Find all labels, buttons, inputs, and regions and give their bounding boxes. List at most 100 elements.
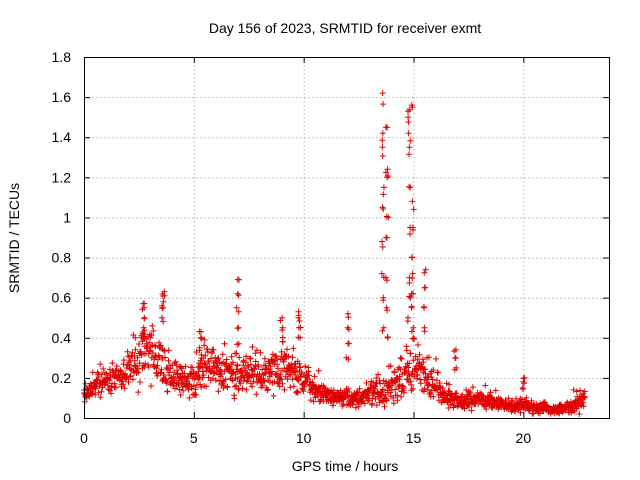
data-point <box>311 373 318 380</box>
data-point <box>125 379 132 385</box>
y-tick-label: 0.6 <box>52 290 72 306</box>
x-tick-label: 0 <box>80 430 88 446</box>
data-point <box>414 356 421 363</box>
data-point <box>180 387 187 394</box>
data-point <box>378 270 385 277</box>
data-point <box>255 363 262 370</box>
y-axis-label: SRMTID / TECUs <box>6 183 22 293</box>
data-point <box>398 393 404 400</box>
data-point <box>421 388 427 395</box>
data-point <box>253 347 260 354</box>
data-point <box>315 367 322 374</box>
data-point <box>156 353 163 360</box>
data-point <box>420 303 427 310</box>
data-point <box>249 344 256 350</box>
data-point <box>98 388 105 395</box>
data-point <box>158 369 165 376</box>
data-point <box>266 360 273 367</box>
data-point <box>579 399 586 406</box>
y-tick-labels: 0 0.2 0.4 0.6 0.8 1 1.2 1.4 1.6 1.8 <box>52 49 72 426</box>
data-point <box>421 328 428 335</box>
data-point <box>131 357 138 364</box>
data-point <box>247 355 254 362</box>
data-point <box>277 371 284 378</box>
data-point <box>259 382 266 389</box>
data-point <box>126 373 133 380</box>
data-point <box>134 363 141 370</box>
data-point <box>276 383 283 390</box>
data-point <box>248 373 255 380</box>
data-point <box>409 254 415 261</box>
data-point <box>305 368 312 375</box>
data-point <box>108 390 114 397</box>
data-point <box>344 324 351 331</box>
y-tick-label: 0.2 <box>52 370 72 386</box>
data-point <box>277 317 284 324</box>
data-point <box>127 372 134 379</box>
data-point <box>505 395 512 402</box>
data-point <box>178 365 185 372</box>
data-point <box>284 346 290 353</box>
data-point <box>295 312 302 319</box>
data-point <box>403 347 410 354</box>
data-point <box>193 391 200 398</box>
data-point <box>406 106 413 113</box>
data-point <box>111 380 118 387</box>
data-point <box>197 334 204 341</box>
data-point <box>517 409 524 416</box>
data-point <box>295 377 302 384</box>
data-point <box>212 377 219 384</box>
data-point <box>407 184 414 191</box>
data-point <box>300 388 307 395</box>
data-point <box>373 375 380 382</box>
data-point <box>406 360 413 367</box>
data-point <box>198 335 205 342</box>
data-point <box>135 389 142 396</box>
data-point <box>142 360 149 367</box>
data-point <box>217 366 224 373</box>
data-point <box>384 277 390 284</box>
data-point <box>154 372 161 379</box>
data-point <box>397 354 404 361</box>
data-point <box>201 336 208 343</box>
data-point <box>451 400 458 407</box>
data-point <box>421 284 428 291</box>
data-point <box>162 377 169 384</box>
data-point <box>113 363 120 370</box>
data-point <box>124 348 131 355</box>
data-point <box>141 335 148 342</box>
data-point <box>124 362 131 369</box>
data-point <box>345 393 351 400</box>
data-point <box>390 400 397 407</box>
data-point <box>454 394 461 401</box>
data-point <box>435 369 441 376</box>
data-point <box>157 342 164 349</box>
data-point <box>106 366 113 373</box>
data-point <box>229 376 236 383</box>
data-point <box>379 137 386 144</box>
data-point <box>234 362 241 369</box>
data-point <box>379 153 386 159</box>
data-point <box>398 355 405 362</box>
data-point <box>416 351 423 358</box>
data-point <box>216 378 223 385</box>
data-point <box>487 389 494 396</box>
data-point <box>252 358 259 365</box>
data-point <box>409 328 415 335</box>
data-point <box>337 387 344 394</box>
data-point <box>173 361 180 368</box>
data-point <box>201 342 208 349</box>
data-point <box>92 391 99 398</box>
data-point <box>162 354 168 361</box>
data-point <box>236 276 242 283</box>
data-point <box>282 352 289 359</box>
data-point <box>145 364 152 371</box>
data-point <box>201 360 208 367</box>
data-point <box>196 328 203 335</box>
data-point <box>210 346 217 353</box>
data-point <box>329 402 336 409</box>
data-point <box>373 402 380 409</box>
data-point <box>261 355 268 362</box>
data-point <box>410 206 417 213</box>
data-point <box>384 334 391 340</box>
